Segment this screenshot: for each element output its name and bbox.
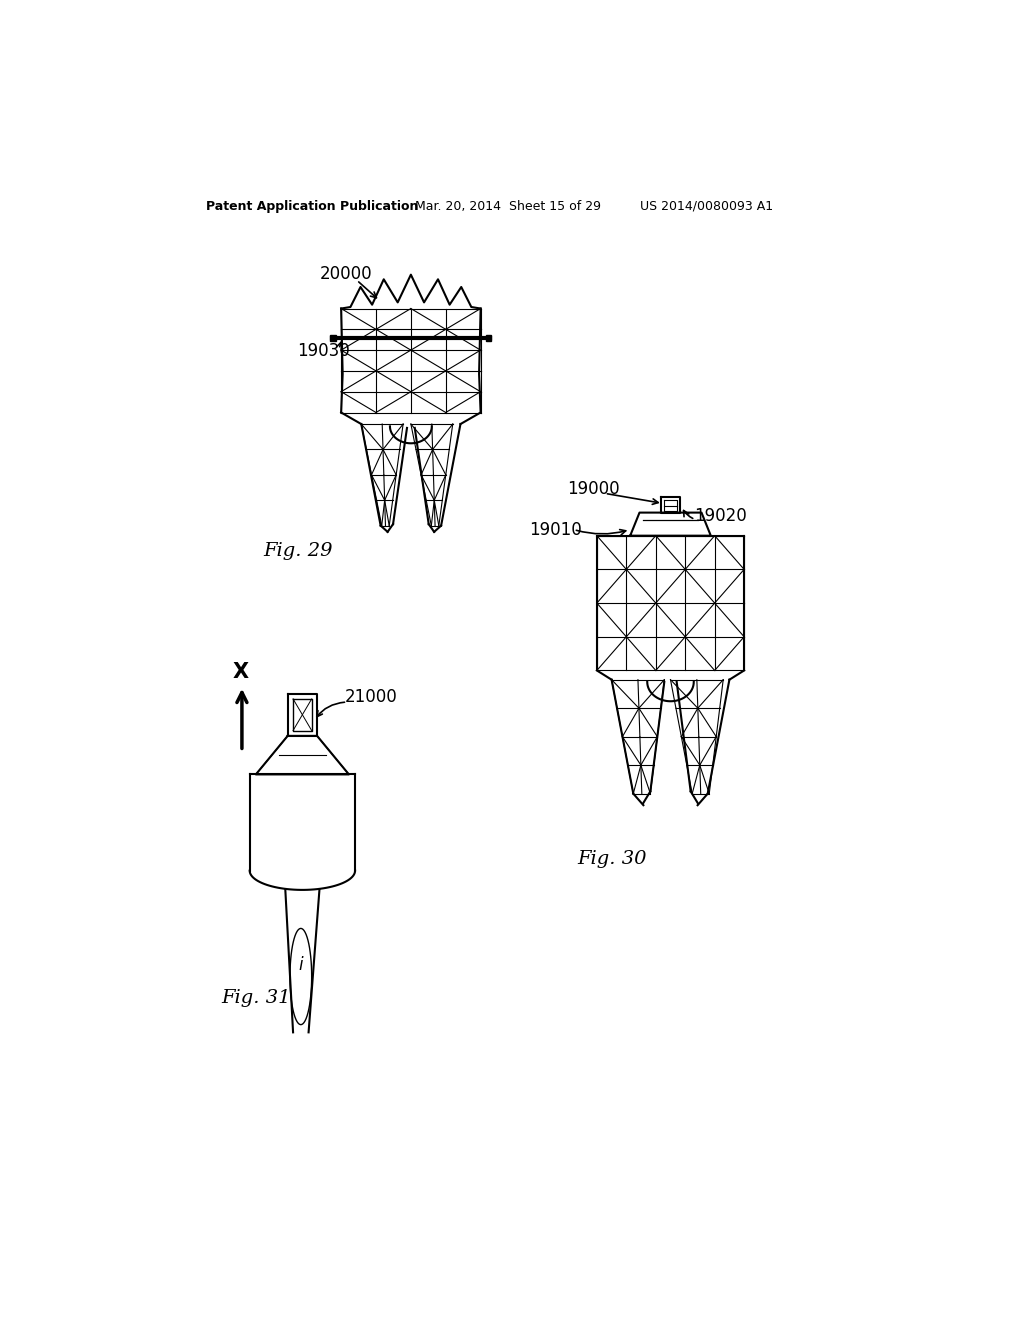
Text: Fig. 29: Fig. 29 [263, 543, 333, 560]
Text: US 2014/0080093 A1: US 2014/0080093 A1 [640, 199, 773, 213]
Text: 19030: 19030 [297, 342, 350, 360]
Bar [331, 335, 336, 341]
Text: X: X [232, 663, 249, 682]
Text: 19000: 19000 [567, 480, 621, 499]
Text: Mar. 20, 2014  Sheet 15 of 29: Mar. 20, 2014 Sheet 15 of 29 [415, 199, 601, 213]
Text: 20000: 20000 [321, 265, 373, 282]
Text: Patent Application Publication: Patent Application Publication [206, 199, 418, 213]
Text: i: i [299, 956, 303, 974]
Text: 21000: 21000 [345, 689, 397, 706]
Text: 19020: 19020 [693, 507, 746, 525]
Text: Fig. 30: Fig. 30 [578, 850, 647, 869]
Bar [486, 335, 492, 341]
Text: 19010: 19010 [528, 520, 582, 539]
Text: Fig. 31: Fig. 31 [221, 989, 291, 1007]
